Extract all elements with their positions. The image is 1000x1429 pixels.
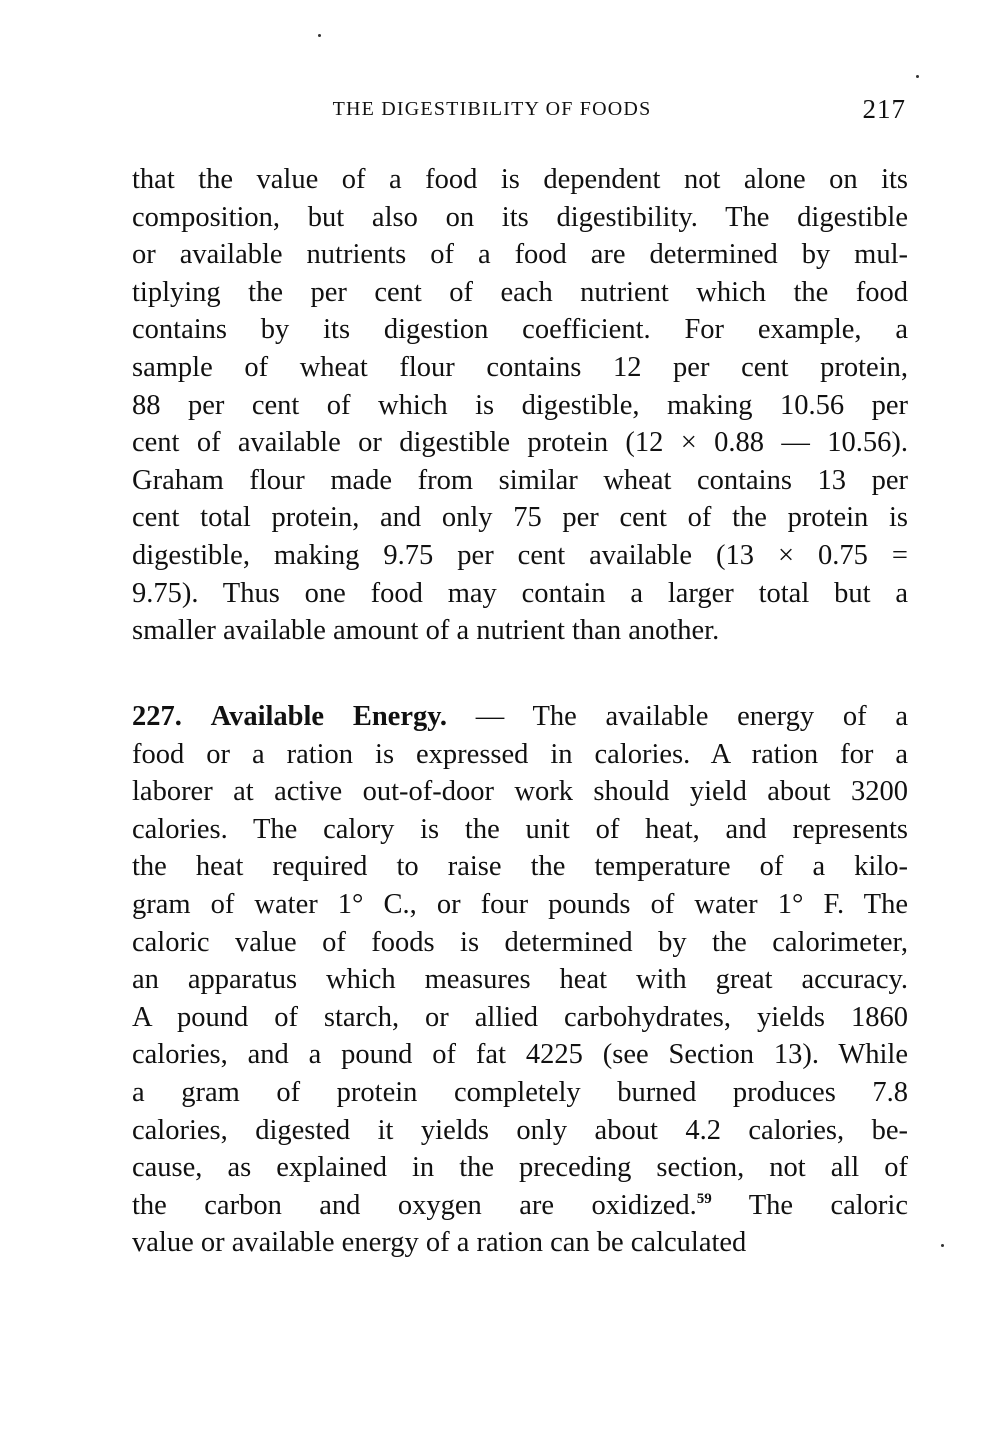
text-line: the carbon and oxygen are oxidized.59 Th… bbox=[132, 1187, 908, 1225]
running-header: THE DIGESTIBILITY OF FOODS 217 bbox=[132, 94, 908, 126]
text-line: value or available energy of a ration ca… bbox=[132, 1227, 747, 1259]
text-line: laborer at active out-of-door work shoul… bbox=[132, 776, 908, 808]
text-line: 227. Available Energy. — The available e… bbox=[132, 698, 908, 736]
text-line: cause, as explained in the preceding sec… bbox=[132, 1152, 908, 1184]
text-line: smaller available amount of a nutrient t… bbox=[132, 615, 720, 647]
text-line: gram of water 1° C., or four pounds of w… bbox=[132, 888, 908, 920]
text-line: cent total protein, and only 75 per cent… bbox=[132, 502, 908, 534]
text-line: calories. The calory is the unit of heat… bbox=[132, 813, 908, 845]
text-fragment: the carbon and oxygen are oxidized. bbox=[132, 1189, 697, 1221]
scan-speck bbox=[318, 34, 321, 37]
scan-speck bbox=[941, 1244, 944, 1247]
text-line: tiplying the per cent of each nutrient w… bbox=[132, 276, 908, 308]
scan-speck bbox=[916, 75, 919, 78]
text-line: digestible, making 9.75 per cent availab… bbox=[132, 539, 908, 571]
text-line: cent of available or digestible protein … bbox=[132, 427, 908, 459]
text-line: an apparatus which measures heat with gr… bbox=[132, 964, 908, 996]
text-line: the heat required to raise the temperatu… bbox=[132, 851, 908, 883]
footnote-reference[interactable]: 59 bbox=[696, 1190, 712, 1207]
section-heading: Available Energy. bbox=[210, 701, 448, 732]
text-line: contains by its digestion coefficient. F… bbox=[132, 314, 908, 346]
running-title: THE DIGESTIBILITY OF FOODS bbox=[332, 98, 652, 120]
text-line: calories, and a pound of fat 4225 (see S… bbox=[132, 1039, 908, 1071]
text-line: a gram of protein completely burned prod… bbox=[132, 1076, 908, 1108]
text-line: Graham flour made from similar wheat con… bbox=[132, 464, 908, 496]
text-line: or available nutrients of a food are det… bbox=[132, 239, 908, 271]
paragraph-1: that the value of a food is dependent no… bbox=[132, 161, 908, 650]
text-line: caloric value of foods is determined by … bbox=[132, 926, 908, 958]
text-fragment: The caloric bbox=[711, 1189, 908, 1221]
text-line: 88 per cent of which is digestible, maki… bbox=[132, 389, 908, 421]
text-line: 9.75). Thus one food may contain a large… bbox=[132, 577, 908, 609]
text-fragment: — The available energy of a bbox=[447, 701, 908, 732]
text-line: sample of wheat flour contains 12 per ce… bbox=[132, 351, 908, 383]
text-line: A pound of starch, or allied carbohydrat… bbox=[132, 1001, 908, 1033]
text-line: composition, but also on its digestibili… bbox=[132, 201, 908, 233]
section-number: 227. bbox=[132, 701, 182, 732]
text-line: food or a ration is expressed in calorie… bbox=[132, 738, 908, 770]
text-line: that the value of a food is dependent no… bbox=[132, 164, 908, 195]
page-number: 217 bbox=[862, 94, 906, 124]
text-line: calories, digested it yields only about … bbox=[132, 1114, 908, 1146]
paragraph-2: 227. Available Energy. — The available e… bbox=[132, 698, 908, 1262]
